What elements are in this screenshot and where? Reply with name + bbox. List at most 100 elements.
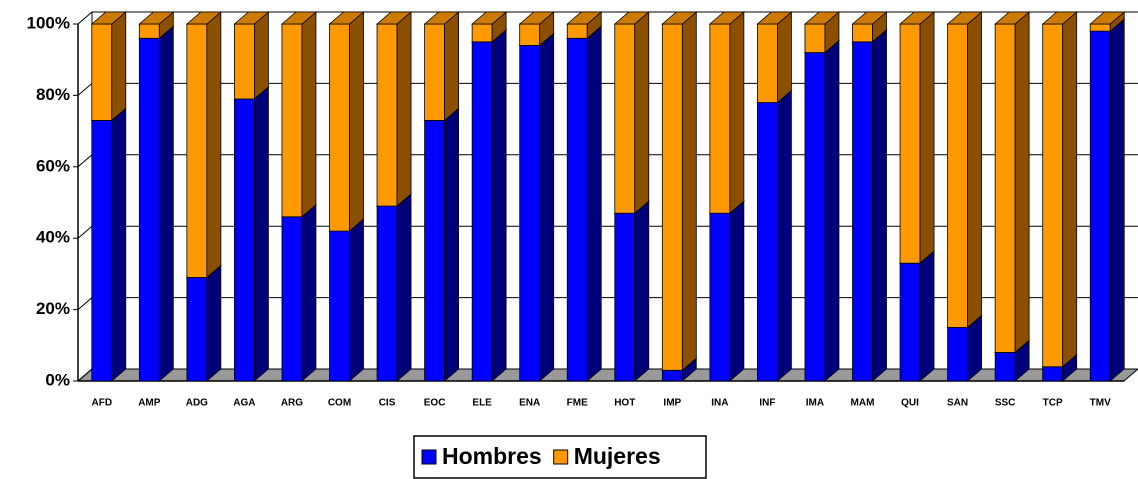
bar-top: [851, 11, 888, 25]
bar-front: [709, 212, 731, 382]
bar-side: [254, 86, 269, 382]
bar-front: [281, 216, 303, 382]
bar-front: [566, 37, 588, 382]
bar-front: [376, 23, 398, 207]
x-tick-label: SSC: [995, 398, 1016, 409]
x-tick-label: EOC: [424, 398, 446, 409]
bar-side: [729, 11, 745, 215]
legend-swatch: [421, 449, 437, 465]
x-tick-label: INA: [711, 398, 728, 409]
x-tick-label: TMV: [1090, 398, 1111, 409]
bar-side: [634, 200, 650, 382]
y-tick-label: 20%: [36, 299, 70, 318]
bar-front: [661, 23, 683, 371]
legend: Hombres Mujeres: [413, 435, 707, 479]
bar-side: [919, 250, 935, 382]
x-tick-label: HOT: [614, 398, 635, 409]
bar-front: [661, 369, 683, 382]
bar-front: [186, 23, 208, 278]
x-tick-label: ENA: [519, 398, 540, 409]
bar-front: [947, 23, 968, 328]
bar-front: [709, 23, 731, 214]
bar-side: [301, 203, 317, 382]
bar-side: [396, 193, 412, 382]
bar-top: [708, 11, 745, 25]
bar-front: [1042, 23, 1064, 368]
bar-side: [681, 11, 697, 372]
bar-side: [586, 25, 602, 382]
bar-side: [111, 11, 127, 122]
y-tick-label: 60%: [36, 156, 70, 175]
bar-top: [518, 11, 555, 25]
bar-top: [233, 11, 270, 25]
bar-top: [946, 11, 983, 25]
x-tick-label: ELE: [472, 398, 492, 409]
bar-side: [777, 11, 792, 104]
y-tick-label: 40%: [36, 228, 70, 247]
bar-front: [186, 277, 208, 382]
bar-front: [471, 23, 493, 43]
bar-side: [729, 200, 745, 382]
x-tick-label: INF: [759, 398, 775, 409]
x-tick-label: FME: [567, 398, 588, 409]
bar-side: [919, 11, 935, 265]
bar-top: [280, 11, 318, 25]
bar-side: [777, 89, 792, 382]
bar-front: [234, 23, 255, 100]
x-tick-label: AGA: [233, 398, 255, 409]
y-tick-label: 0%: [45, 370, 70, 389]
x-tick-label: IMA: [806, 398, 824, 409]
x-tick-label: MAM: [851, 398, 875, 409]
bar-front: [852, 23, 873, 43]
bar-side: [444, 11, 459, 122]
x-tick-label: ADG: [186, 398, 208, 409]
bar-front: [994, 23, 1016, 353]
bar-top: [756, 11, 793, 25]
bar-front: [376, 205, 398, 382]
bar-top: [138, 11, 175, 25]
bar-front: [614, 212, 636, 382]
x-tick-label: QUI: [901, 398, 919, 409]
y-tick-label: 100%: [27, 13, 70, 32]
bar-top: [185, 11, 222, 25]
bar-front: [329, 23, 350, 232]
legend-label: Mujeres: [574, 443, 661, 469]
bar-front: [566, 23, 588, 39]
bar-side: [301, 11, 317, 218]
bar-top: [1089, 11, 1126, 25]
bar-front: [899, 262, 921, 382]
bar-side: [872, 28, 887, 382]
bar-front: [852, 41, 873, 382]
bar-front: [1089, 23, 1111, 32]
bar-top: [661, 11, 698, 25]
bar-front: [519, 45, 541, 382]
bar-side: [158, 25, 174, 382]
bar-front: [757, 102, 778, 382]
x-tick-label: SAN: [947, 398, 968, 409]
bar-front: [138, 37, 160, 382]
y-tick-label: 80%: [36, 85, 70, 104]
bar-top: [471, 11, 508, 25]
bar-front: [91, 119, 113, 382]
bar-front: [994, 352, 1016, 382]
bar-side: [634, 11, 650, 215]
bar-top: [566, 11, 603, 25]
legend-swatch: [553, 449, 569, 465]
bar-front: [804, 23, 826, 53]
bar-top: [898, 11, 936, 25]
bar-front: [234, 98, 255, 382]
bar-top: [328, 11, 365, 25]
bar-side: [491, 28, 507, 382]
bar-side: [967, 11, 982, 329]
bar-side: [1062, 11, 1078, 368]
bar-side: [206, 11, 222, 279]
bar-front: [947, 327, 968, 382]
bar-side: [206, 264, 222, 382]
bar-front: [138, 23, 160, 39]
bar-front: [804, 52, 826, 382]
x-tick-label: COM: [328, 398, 351, 409]
bar-side: [1014, 11, 1030, 354]
bar-top: [1041, 11, 1078, 25]
bar-front: [424, 23, 445, 121]
